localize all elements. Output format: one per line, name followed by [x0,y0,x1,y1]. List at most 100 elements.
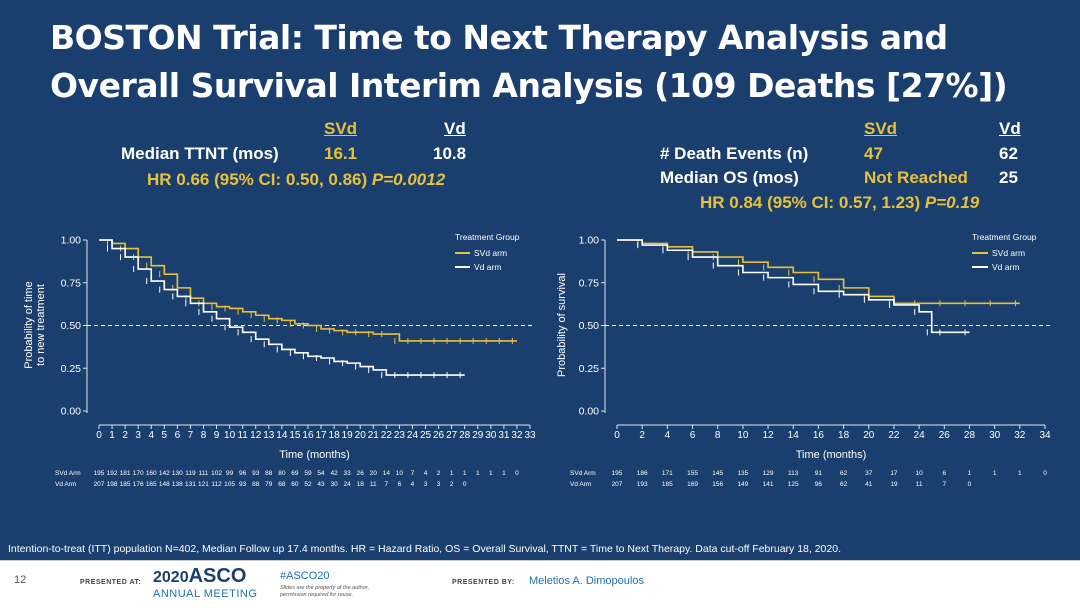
os-x-tick-label: 8 [715,430,721,441]
ttnt-risk-value: 119 [185,470,196,477]
ttnt-x-tick-label: 33 [524,430,536,441]
ttnt-risk-value: 0 [515,470,519,477]
right-row2-vd: 25 [999,168,1018,187]
ttnt-risk-value: 2 [437,470,441,477]
presented-at-label: PRESENTED AT: [80,579,142,586]
ttnt-risk-value: 52 [304,481,312,488]
os-legend-title: Treatment Group [972,232,1037,242]
ttnt-risk-value: 10 [396,470,404,477]
ttnt-legend-vd-arm-label: Vd arm [474,262,501,272]
os-risk-value: 0 [968,481,972,488]
ttnt-risk-value: 20 [370,470,378,477]
os-x-tick-label: 22 [888,430,900,441]
ttnt-risk-value: 3 [424,481,428,488]
os-risk-value: 141 [763,481,774,488]
ttnt-risk-value: 24 [344,481,352,488]
ttnt-x-tick-label: 29 [472,430,484,441]
ttnt-risk-value: 102 [211,470,222,477]
asco-name: ASCO [188,565,247,587]
ttnt-svd-arm-curve [99,239,517,342]
right-hr-line: HR 0.84 (95% CI: 0.57, 1.23) P=0.19 [700,193,979,213]
title-line-1: BOSTON Trial: Time to Next Therapy Analy… [50,18,948,57]
asco-year: 2020 [153,569,189,586]
ttnt-x-tick-label: 31 [498,430,510,441]
os-x-tick-label: 12 [762,430,774,441]
ttnt-risk-value: 69 [291,470,299,477]
ttnt-risk-value: 121 [198,481,209,488]
ttnt-risk-value: 7 [385,481,389,488]
os-x-tick-label: 10 [737,430,749,441]
ttnt-y-tick-label: 0.50 [61,320,82,332]
ttnt-vd-arm-curve [99,239,465,376]
ttnt-risk-value: 185 [120,481,131,488]
os-x-tick-label: 14 [788,430,800,441]
ttnt-y-tick-label: 1.00 [61,235,82,247]
os-y-tick-label: 0.25 [579,363,600,375]
ttnt-x-tick-label: 26 [433,430,445,441]
ttnt-risk-value: 130 [172,470,183,477]
ttnt-risk-value: 111 [199,470,209,477]
ttnt-risk-value: 79 [265,481,273,488]
ttnt-x-tick-label: 18 [329,430,341,441]
ttnt-risk-value: 59 [304,470,312,477]
left-svd-value: 16.1 [324,144,358,163]
ttnt-risk-value: 2 [450,481,454,488]
ttnt-x-tick-label: 3 [135,430,141,441]
os-risk-value: 0 [1043,470,1047,477]
os-risk-value: 129 [763,470,774,477]
os-y-tick-label: 0.75 [579,277,600,289]
ttnt-risk-value: 148 [159,481,170,488]
ttnt-risk-value: 160 [146,470,157,477]
ttnt-risk-value: 3 [437,481,441,488]
slide-number: 12 [14,574,27,586]
ttnt-risk-value: 1 [450,470,454,477]
os-risk-value: 10 [916,470,924,477]
ttnt-risk-value: 131 [185,481,196,488]
ttnt-risk-value: 54 [317,470,325,477]
ttnt-risk-value: 165 [146,481,157,488]
left-hr-text: HR 0.66 (95% CI: 0.50, 0.86) [147,170,372,189]
ttnt-risk-value: 80 [278,470,286,477]
ttnt-risk-value: 176 [133,481,144,488]
ttnt-x-tick-label: 0 [96,430,102,441]
presenter-name: Meletios A. Dimopoulos [529,575,644,587]
ttnt-risk-value: 99 [226,470,234,477]
os-risk-value: 17 [890,470,898,477]
ttnt-x-tick-label: 10 [224,430,236,441]
os-x-tick-label: 28 [964,430,976,441]
slide-background: BOSTON Trial: Time to Next Therapy Analy… [0,0,1080,560]
ttnt-y-tick-label: 0.25 [61,363,82,375]
os-risk-value: 1 [1018,470,1022,477]
left-hr-line: HR 0.66 (95% CI: 0.50, 0.86) P=0.0012 [147,170,445,190]
os-risk-value: 41 [865,481,873,488]
ttnt-x-tick-label: 28 [459,430,471,441]
os-risk-value: 185 [662,481,673,488]
slide-title: BOSTON Trial: Time to Next Therapy Analy… [50,14,1050,110]
ttnt-x-tick-label: 17 [315,430,327,441]
os-x-tick-label: 32 [1014,430,1026,441]
os-x-tick-label: 16 [813,430,825,441]
ttnt-x-tick-label: 32 [511,430,523,441]
ttnt-x-tick-label: 5 [162,430,168,441]
ttnt-x-tick-label: 13 [263,430,275,441]
os-risk-value: 193 [637,481,648,488]
ttnt-x-tick-label: 23 [394,430,406,441]
ttnt-x-tick-label: 21 [368,430,380,441]
ttnt-risk-value: 43 [317,481,325,488]
ttnt-risk-value: 88 [252,481,260,488]
ttnt-risk-value: 88 [265,470,273,477]
os-x-tick-label: 30 [989,430,1001,441]
ttnt-risk-value: 181 [120,470,131,477]
ttnt-risk-value: 26 [357,470,365,477]
os-legend-vd-arm-label: Vd arm [992,262,1019,272]
disclaimer: Slides are the property of the author, p… [280,585,369,599]
ttnt-risk-value: 1 [476,470,480,477]
right-row2-svd: Not Reached [864,168,968,187]
ttnt-risk-value: 105 [224,481,235,488]
left-col-vd: Vd [444,119,466,138]
ttnt-x-axis-label: Time (months) [279,449,350,461]
os-x-tick-label: 34 [1039,430,1051,441]
ttnt-x-tick-label: 16 [302,430,314,441]
os-risk-value: 1 [968,470,972,477]
os-risk-value: 169 [687,481,698,488]
